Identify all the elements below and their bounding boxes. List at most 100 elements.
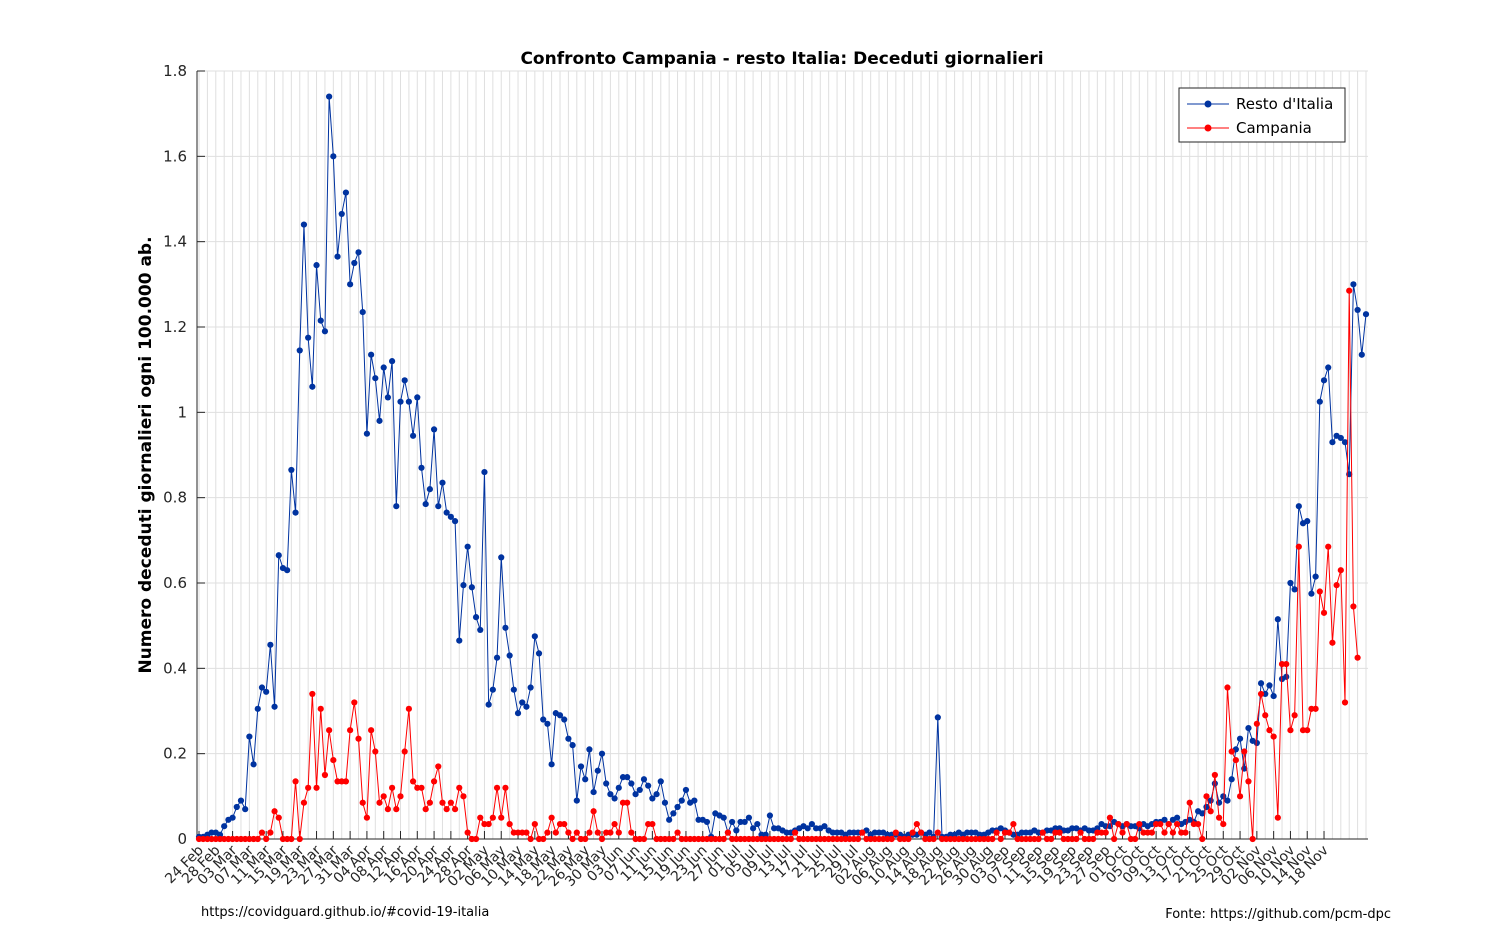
data-point <box>271 808 278 815</box>
data-point <box>460 582 467 589</box>
data-point <box>1266 727 1273 734</box>
data-point <box>1304 727 1311 734</box>
data-point <box>321 328 329 335</box>
data-point <box>317 317 324 324</box>
data-point <box>477 814 484 821</box>
data-point <box>859 829 866 836</box>
data-point <box>313 262 320 269</box>
data-point <box>1203 793 1210 800</box>
data-point <box>405 398 412 405</box>
data-point <box>531 633 538 640</box>
data-point <box>1341 699 1349 706</box>
data-point <box>514 710 522 717</box>
data-point <box>246 733 253 740</box>
data-point <box>1123 820 1130 828</box>
data-point <box>439 799 446 806</box>
data-point <box>1207 808 1214 815</box>
data-point <box>1194 820 1202 828</box>
chart-title: Confronto Campania - resto Italia: Deced… <box>520 49 1043 69</box>
data-point <box>1245 778 1252 785</box>
data-point <box>355 249 362 256</box>
data-point <box>997 835 1004 843</box>
data-point <box>389 784 396 791</box>
data-point <box>519 699 526 706</box>
data-point <box>720 814 727 821</box>
data-point <box>1329 639 1336 646</box>
data-point <box>326 93 333 100</box>
data-point <box>275 552 282 559</box>
data-point <box>594 829 601 836</box>
data-point <box>347 281 354 288</box>
data-point <box>1102 829 1109 836</box>
legend: Resto d'Italia Campania <box>1178 87 1346 143</box>
data-point <box>691 797 698 804</box>
data-point <box>1249 835 1256 843</box>
data-point <box>1362 311 1370 318</box>
data-point <box>430 778 438 785</box>
data-point <box>242 806 249 813</box>
y-tick-label: 0 <box>177 830 187 848</box>
y-tick-label: 0.6 <box>163 574 187 592</box>
data-point <box>418 464 425 471</box>
data-point <box>430 426 438 433</box>
data-point <box>422 806 429 813</box>
data-point <box>1253 720 1260 727</box>
data-point <box>1224 797 1231 804</box>
data-point <box>376 799 383 806</box>
data-point <box>426 486 433 493</box>
data-point <box>569 835 576 843</box>
data-point <box>258 684 266 691</box>
data-point <box>409 432 417 439</box>
data-point <box>363 430 371 437</box>
data-point <box>397 398 404 405</box>
data-point <box>615 829 622 836</box>
data-point <box>1073 835 1080 843</box>
data-point <box>498 814 505 821</box>
data-point <box>1291 712 1298 719</box>
y-tick-label: 1.6 <box>163 147 187 165</box>
data-point <box>1320 377 1328 384</box>
data-point <box>1199 810 1206 817</box>
data-point <box>321 771 329 779</box>
data-point <box>523 829 530 836</box>
data-point <box>292 509 299 516</box>
data-point <box>384 394 392 401</box>
data-point <box>485 820 492 828</box>
data-point <box>598 835 606 843</box>
data-point <box>611 795 618 802</box>
footer-left-url: https://covidguard.github.io/#covid-19-i… <box>201 905 490 920</box>
data-point <box>1232 756 1239 764</box>
data-point <box>506 820 513 828</box>
data-point <box>649 820 656 828</box>
data-point <box>1325 543 1332 550</box>
data-point <box>1115 820 1122 828</box>
data-point <box>502 624 509 631</box>
data-point <box>1358 351 1365 358</box>
data-point <box>267 829 274 836</box>
data-point <box>582 776 589 783</box>
data-point <box>1325 364 1332 371</box>
data-point <box>368 727 375 734</box>
data-point <box>1106 814 1114 821</box>
data-point <box>762 831 769 838</box>
data-point <box>1236 735 1244 742</box>
data-point <box>372 748 379 755</box>
data-point <box>624 799 631 806</box>
data-point <box>1354 306 1361 314</box>
data-point <box>1035 835 1042 843</box>
data-point <box>284 567 291 574</box>
data-point <box>821 823 828 830</box>
data-point <box>640 776 648 783</box>
data-point <box>472 835 480 843</box>
data-point <box>1316 398 1323 405</box>
data-point <box>926 829 933 836</box>
data-point <box>485 701 492 708</box>
data-point <box>300 799 308 806</box>
data-point <box>724 829 732 836</box>
data-point <box>347 727 354 734</box>
data-point <box>338 210 345 218</box>
data-point <box>1039 829 1046 836</box>
data-point <box>1308 590 1315 597</box>
data-point <box>1228 776 1235 783</box>
data-point <box>363 814 371 821</box>
